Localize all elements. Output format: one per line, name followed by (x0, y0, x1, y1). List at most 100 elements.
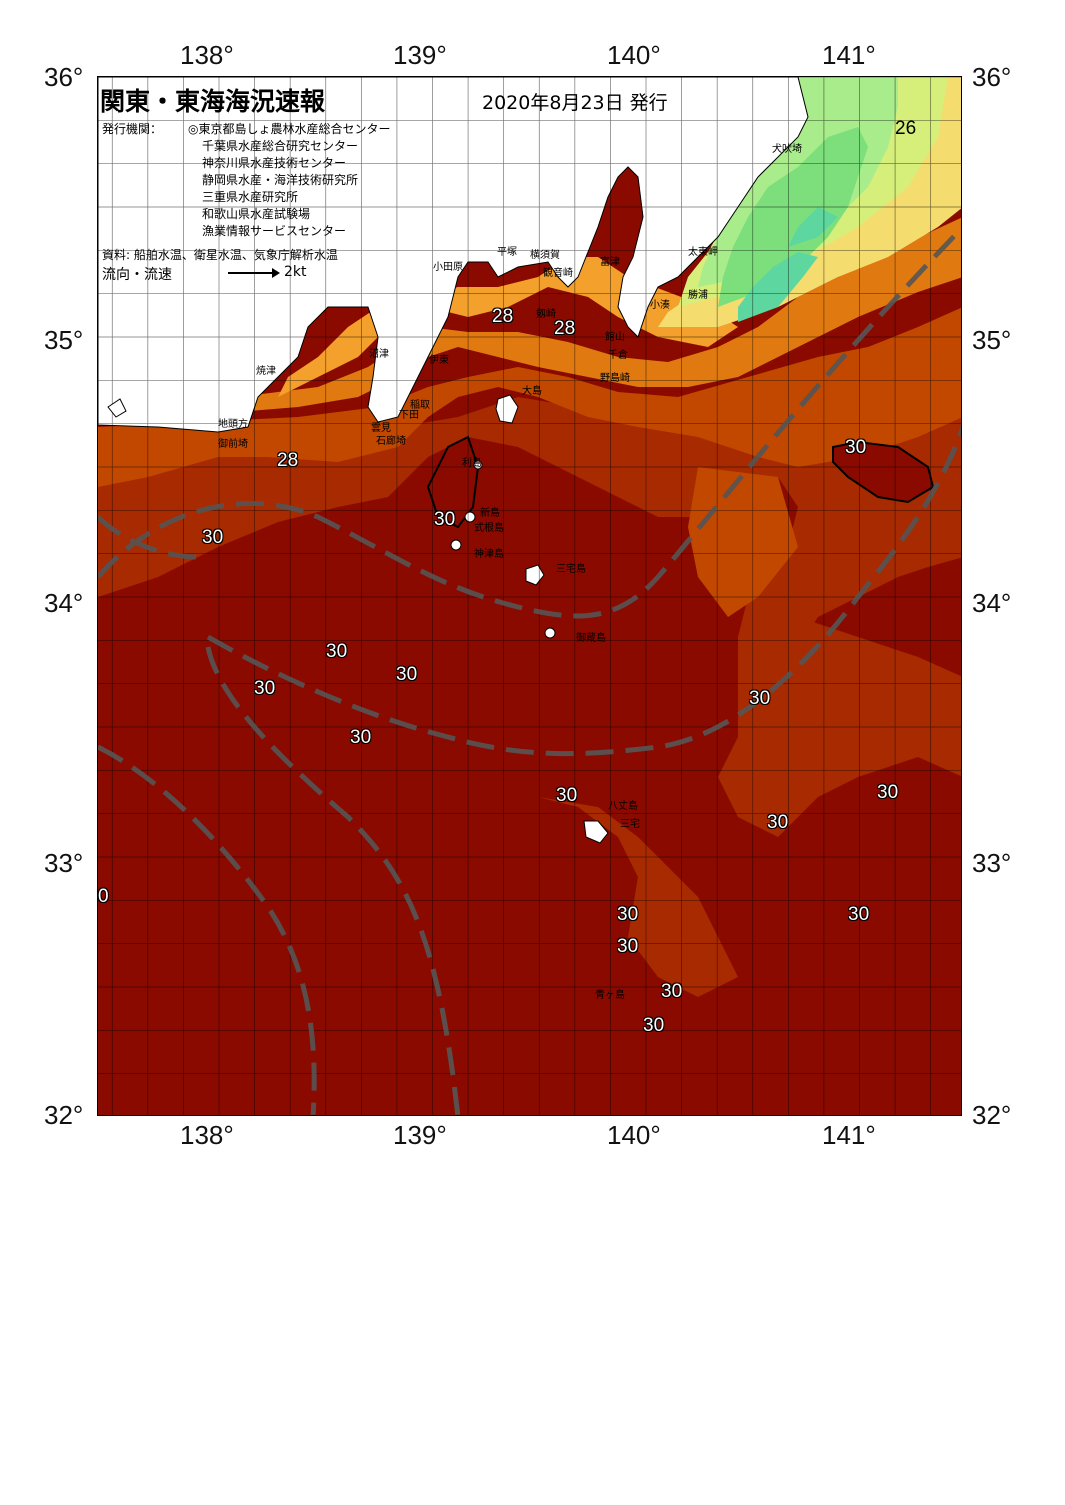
temp-zone-orange-dark-2 (688, 467, 798, 617)
temp-label: 30 (350, 727, 372, 748)
land-mikurajima (544, 627, 556, 639)
agency-item: 漁業情報サービスセンター (202, 224, 347, 238)
lon-label-bottom-140: 140° (607, 1120, 661, 1150)
current-line-kuroshio-south (206, 426, 961, 757)
lat-label-left-36: 36° (44, 62, 84, 92)
lat-label-right-33: 33° (972, 848, 1012, 878)
place-label: 伊東 (429, 355, 449, 366)
temp-label: 30 (661, 981, 683, 1002)
place-label: 勝浦 (688, 290, 708, 301)
lon-label-bottom-138: 138° (180, 1120, 234, 1150)
place-label: 横須賀 (530, 250, 560, 261)
agency-item: 千葉県水産総合研究センター (202, 139, 359, 153)
agency-item: 静岡県水産・海洋技術研究所 (202, 173, 359, 187)
place-label: 大島 (522, 386, 542, 397)
lon-label-top-138: 138° (180, 40, 234, 70)
lat-label-left-32: 32° (44, 1100, 84, 1130)
place-label: 館山 (605, 332, 625, 343)
lat-lon-grid (98, 77, 961, 1115)
lat-label-right-34: 34° (972, 588, 1012, 618)
temp-label: 30 (845, 437, 867, 458)
flow-legend-label: 流向・流速 (102, 267, 172, 283)
land-east-small (107, 398, 127, 418)
temp-label: 0 (98, 886, 109, 907)
data-source: 資料: 船舶水温、衛星水温、気象庁解析水温 (102, 248, 338, 262)
temp-label: 28 (554, 318, 576, 339)
place-label: 三宅島 (556, 564, 586, 575)
temp-label: 30 (617, 936, 639, 957)
temp-label: 30 (202, 527, 224, 548)
sea-temperature-map (97, 76, 962, 1116)
temp-label: 30 (556, 785, 578, 806)
lat-label-right-36: 36° (972, 62, 1012, 92)
place-label: 平塚 (497, 247, 517, 258)
place-label: 御蔵島 (576, 633, 606, 644)
agency-item: ◎東京都島しょ農林水産総合センター (188, 122, 391, 136)
land-kozushima (450, 539, 462, 551)
temp-label: 30 (254, 678, 276, 699)
lat-label-left-35: 35° (44, 325, 84, 355)
place-label: 小湊 (650, 300, 670, 311)
place-label: 八丈島 (608, 801, 638, 812)
agency-label: 発行機関： (102, 122, 163, 136)
lon-label-top-140: 140° (607, 40, 661, 70)
place-label: 焼津 (256, 366, 276, 377)
lat-label-right-35: 35° (972, 325, 1012, 355)
temp-zone-cyan-green (738, 252, 818, 322)
agency-item: 和歌山県水産試験場 (202, 207, 311, 221)
place-label: 三宅 (620, 819, 640, 830)
place-label: 石廊埼 (376, 436, 406, 447)
lon-label-bottom-139: 139° (393, 1120, 447, 1150)
agency-item: 三重県水産研究所 (202, 190, 299, 204)
current-lines (98, 225, 961, 1115)
temp-zone-cyan-green-2 (788, 207, 838, 247)
land-niijima (464, 511, 476, 523)
place-label: 御前埼 (218, 439, 248, 450)
temp-label: 30 (617, 904, 639, 925)
place-label: 富津 (600, 257, 620, 268)
lat-label-left-34: 34° (44, 588, 84, 618)
lon-label-top-139: 139° (393, 40, 447, 70)
place-label: 新島 (480, 508, 500, 519)
place-label: 犬吠埼 (772, 144, 802, 155)
place-label: 神津島 (474, 549, 504, 560)
lon-label-bottom-141: 141° (822, 1120, 876, 1150)
warm-tongue-izu (426, 435, 480, 529)
current-line-south-2 (98, 744, 317, 1115)
place-label: 千倉 (608, 350, 628, 361)
temp-label: 30 (767, 812, 789, 833)
lat-label-left-33: 33° (44, 848, 84, 878)
temp-label: 28 (492, 306, 514, 327)
place-label: 下田 (399, 410, 419, 421)
temp-label: 26 (895, 118, 917, 139)
temp-zone-red-brown-south (538, 797, 738, 997)
temp-label: 30 (396, 664, 418, 685)
temp-label: 30 (643, 1015, 665, 1036)
place-label: 稲取 (410, 400, 430, 411)
place-label: 太東岬 (688, 247, 718, 258)
place-label: 剱崎 (536, 309, 556, 320)
issue-date: 2020年8月23日 発行 (482, 92, 668, 114)
current-line-south-1 (205, 646, 461, 1115)
agency-item: 神奈川県水産技術センター (202, 156, 347, 170)
place-label: 小田原 (433, 262, 463, 273)
land-honshu-west (98, 77, 809, 433)
map-canvas (98, 77, 961, 1115)
temp-label: 30 (848, 904, 870, 925)
temp-zone-green (718, 127, 868, 307)
lon-label-top-141: 141° (822, 40, 876, 70)
place-label: 利島 (462, 458, 482, 469)
place-label: 地頭方 (218, 419, 248, 430)
place-label: 沼津 (369, 349, 389, 360)
temp-label: 28 (277, 450, 299, 471)
flow-arrow-icon (228, 268, 280, 278)
place-label: 青ヶ島 (595, 990, 625, 1001)
current-line-west (98, 515, 199, 560)
place-label: 式根島 (474, 523, 504, 534)
place-label: 野島崎 (600, 373, 630, 384)
map-title: 関東・東海海況速報 (100, 87, 326, 116)
temp-zone-orange-dark (98, 307, 961, 487)
place-label: 観音崎 (543, 268, 573, 279)
place-label: 雲見 (371, 423, 391, 434)
land-oshima (495, 394, 519, 424)
